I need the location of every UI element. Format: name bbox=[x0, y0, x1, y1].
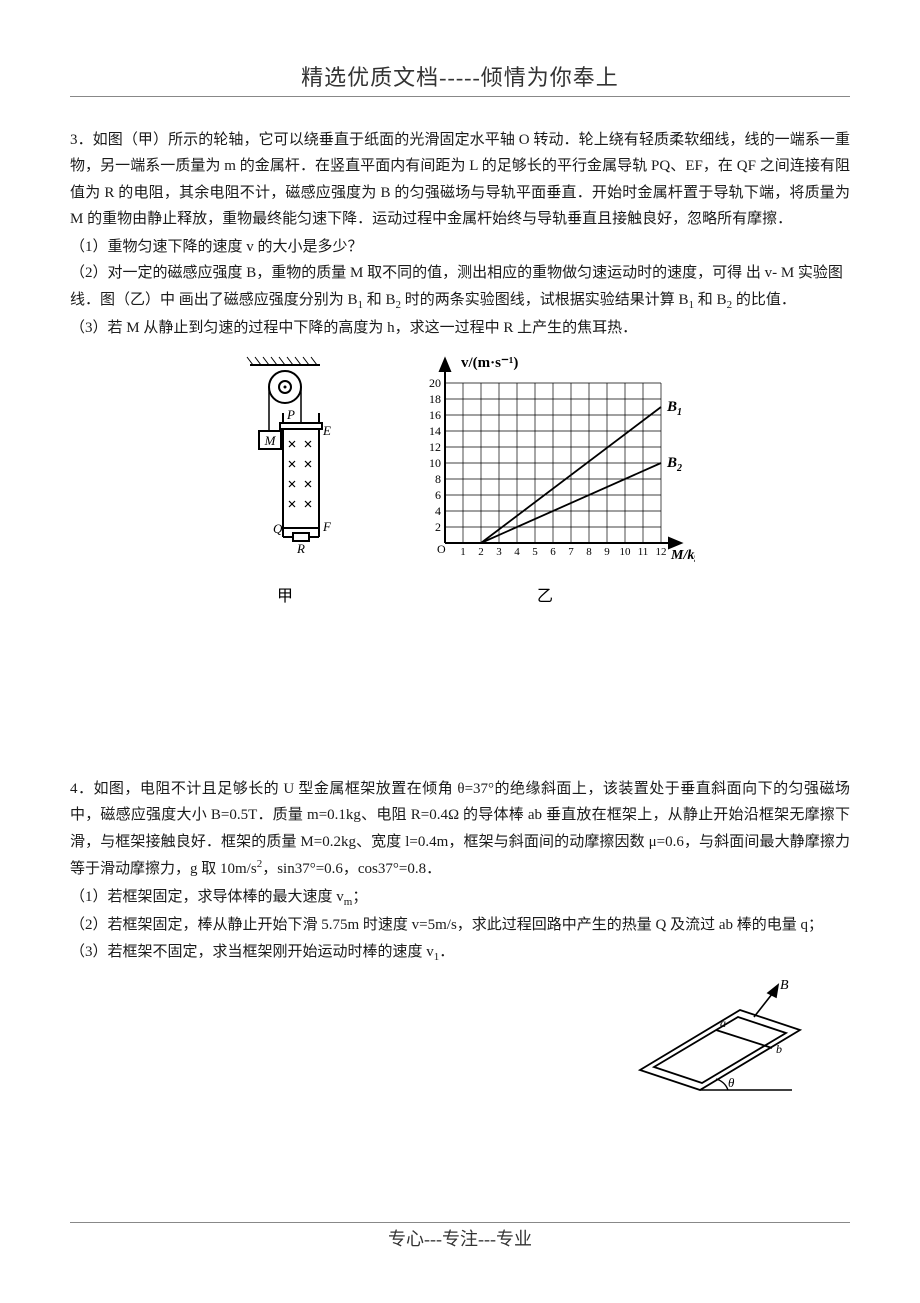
svg-text:8: 8 bbox=[586, 546, 592, 558]
page-footer: 专心---专注---专业 bbox=[0, 1225, 920, 1251]
problem-3-stem: 3．如图（甲）所示的轮轴，它可以绕垂直于纸面的光滑固定水平轴 O 转动．轮上绕有… bbox=[70, 127, 850, 232]
svg-text:4: 4 bbox=[514, 546, 520, 558]
svg-text:F: F bbox=[322, 519, 332, 534]
problem-4-q1: （1）若框架固定，求导体棒的最大速度 vm； bbox=[70, 884, 850, 912]
graph-svg: v/(m·s⁻¹) bbox=[395, 353, 695, 573]
svg-text:7: 7 bbox=[568, 546, 574, 558]
caption-jia: 甲 bbox=[225, 582, 345, 606]
problem-3-figures: M bbox=[70, 353, 850, 606]
svg-text:14: 14 bbox=[429, 424, 441, 438]
svg-text:12: 12 bbox=[429, 440, 441, 454]
svg-text:O: O bbox=[437, 542, 446, 556]
svg-text:12: 12 bbox=[656, 546, 667, 558]
problem-3-number: 3． bbox=[70, 132, 93, 148]
caption-yi: 乙 bbox=[395, 582, 695, 606]
svg-text:P: P bbox=[286, 407, 295, 422]
svg-text:4: 4 bbox=[435, 504, 441, 518]
svg-text:M: M bbox=[264, 433, 277, 448]
svg-text:v/(m·s⁻¹): v/(m·s⁻¹) bbox=[461, 355, 518, 371]
problem-3-q3: （3）若 M 从静止到匀速的过程中下降的高度为 h，求这一过程中 R 上产生的焦… bbox=[70, 315, 850, 341]
problem-3-q1: （1）重物匀速下降的速度 v 的大小是多少？ bbox=[70, 234, 850, 260]
svg-text:10: 10 bbox=[620, 546, 632, 558]
problem-3-text: 如图（甲）所示的轮轴，它可以绕垂直于纸面的光滑固定水平轴 O 转动．轮上绕有轻质… bbox=[70, 132, 850, 227]
svg-text:11: 11 bbox=[638, 546, 649, 558]
svg-text:5: 5 bbox=[532, 546, 538, 558]
svg-text:9: 9 bbox=[604, 546, 610, 558]
page: 精选优质文档-----倾情为你奉上 3．如图（甲）所示的轮轴，它可以绕垂直于纸面… bbox=[0, 0, 920, 1303]
problem-4-figure: B a b θ bbox=[70, 975, 850, 1095]
svg-text:b: b bbox=[776, 1042, 782, 1056]
svg-text:6: 6 bbox=[435, 488, 441, 502]
svg-text:1: 1 bbox=[460, 546, 466, 558]
problem-4-number: 4． bbox=[70, 781, 93, 797]
svg-text:M/kg: M/kg bbox=[670, 548, 695, 563]
spacing bbox=[70, 616, 850, 776]
svg-text:B1: B1 bbox=[666, 399, 682, 418]
footer-rule bbox=[70, 1222, 850, 1223]
svg-text:B2: B2 bbox=[666, 455, 682, 474]
svg-text:2: 2 bbox=[435, 520, 441, 534]
svg-text:20: 20 bbox=[429, 376, 441, 390]
svg-text:10: 10 bbox=[429, 456, 441, 470]
svg-text:E: E bbox=[322, 423, 331, 438]
problem-3-q2: （2）对一定的磁感应强度 B，重物的质量 M 取不同的值，测出相应的重物做匀速运… bbox=[70, 260, 850, 315]
problem-4-q3: （3）若框架不固定，求当框架刚开始运动时棒的速度 v1． bbox=[70, 939, 850, 967]
problem-4-stem: 4．如图，电阻不计且足够长的 U 型金属框架放置在倾角 θ=37°的绝缘斜面上，… bbox=[70, 776, 850, 882]
svg-text:Q: Q bbox=[273, 521, 283, 536]
svg-text:8: 8 bbox=[435, 472, 441, 486]
apparatus-figure: M bbox=[225, 353, 345, 606]
svg-text:θ: θ bbox=[728, 1075, 735, 1090]
page-header: 精选优质文档-----倾情为你奉上 bbox=[70, 60, 850, 96]
svg-text:3: 3 bbox=[496, 546, 502, 558]
svg-text:B: B bbox=[780, 978, 789, 993]
svg-text:18: 18 bbox=[429, 392, 441, 406]
svg-text:R: R bbox=[296, 541, 305, 556]
svg-text:2: 2 bbox=[478, 546, 484, 558]
svg-text:a: a bbox=[720, 1016, 726, 1030]
header-rule bbox=[70, 96, 850, 97]
incline-svg: B a b θ bbox=[620, 975, 810, 1095]
svg-text:16: 16 bbox=[429, 408, 441, 422]
apparatus-svg: M bbox=[225, 353, 345, 573]
graph-figure: v/(m·s⁻¹) bbox=[395, 353, 695, 606]
svg-text:6: 6 bbox=[550, 546, 556, 558]
problem-4-q2: （2）若框架固定，棒从静止开始下滑 5.75m 时速度 v=5m/s，求此过程回… bbox=[70, 912, 850, 938]
